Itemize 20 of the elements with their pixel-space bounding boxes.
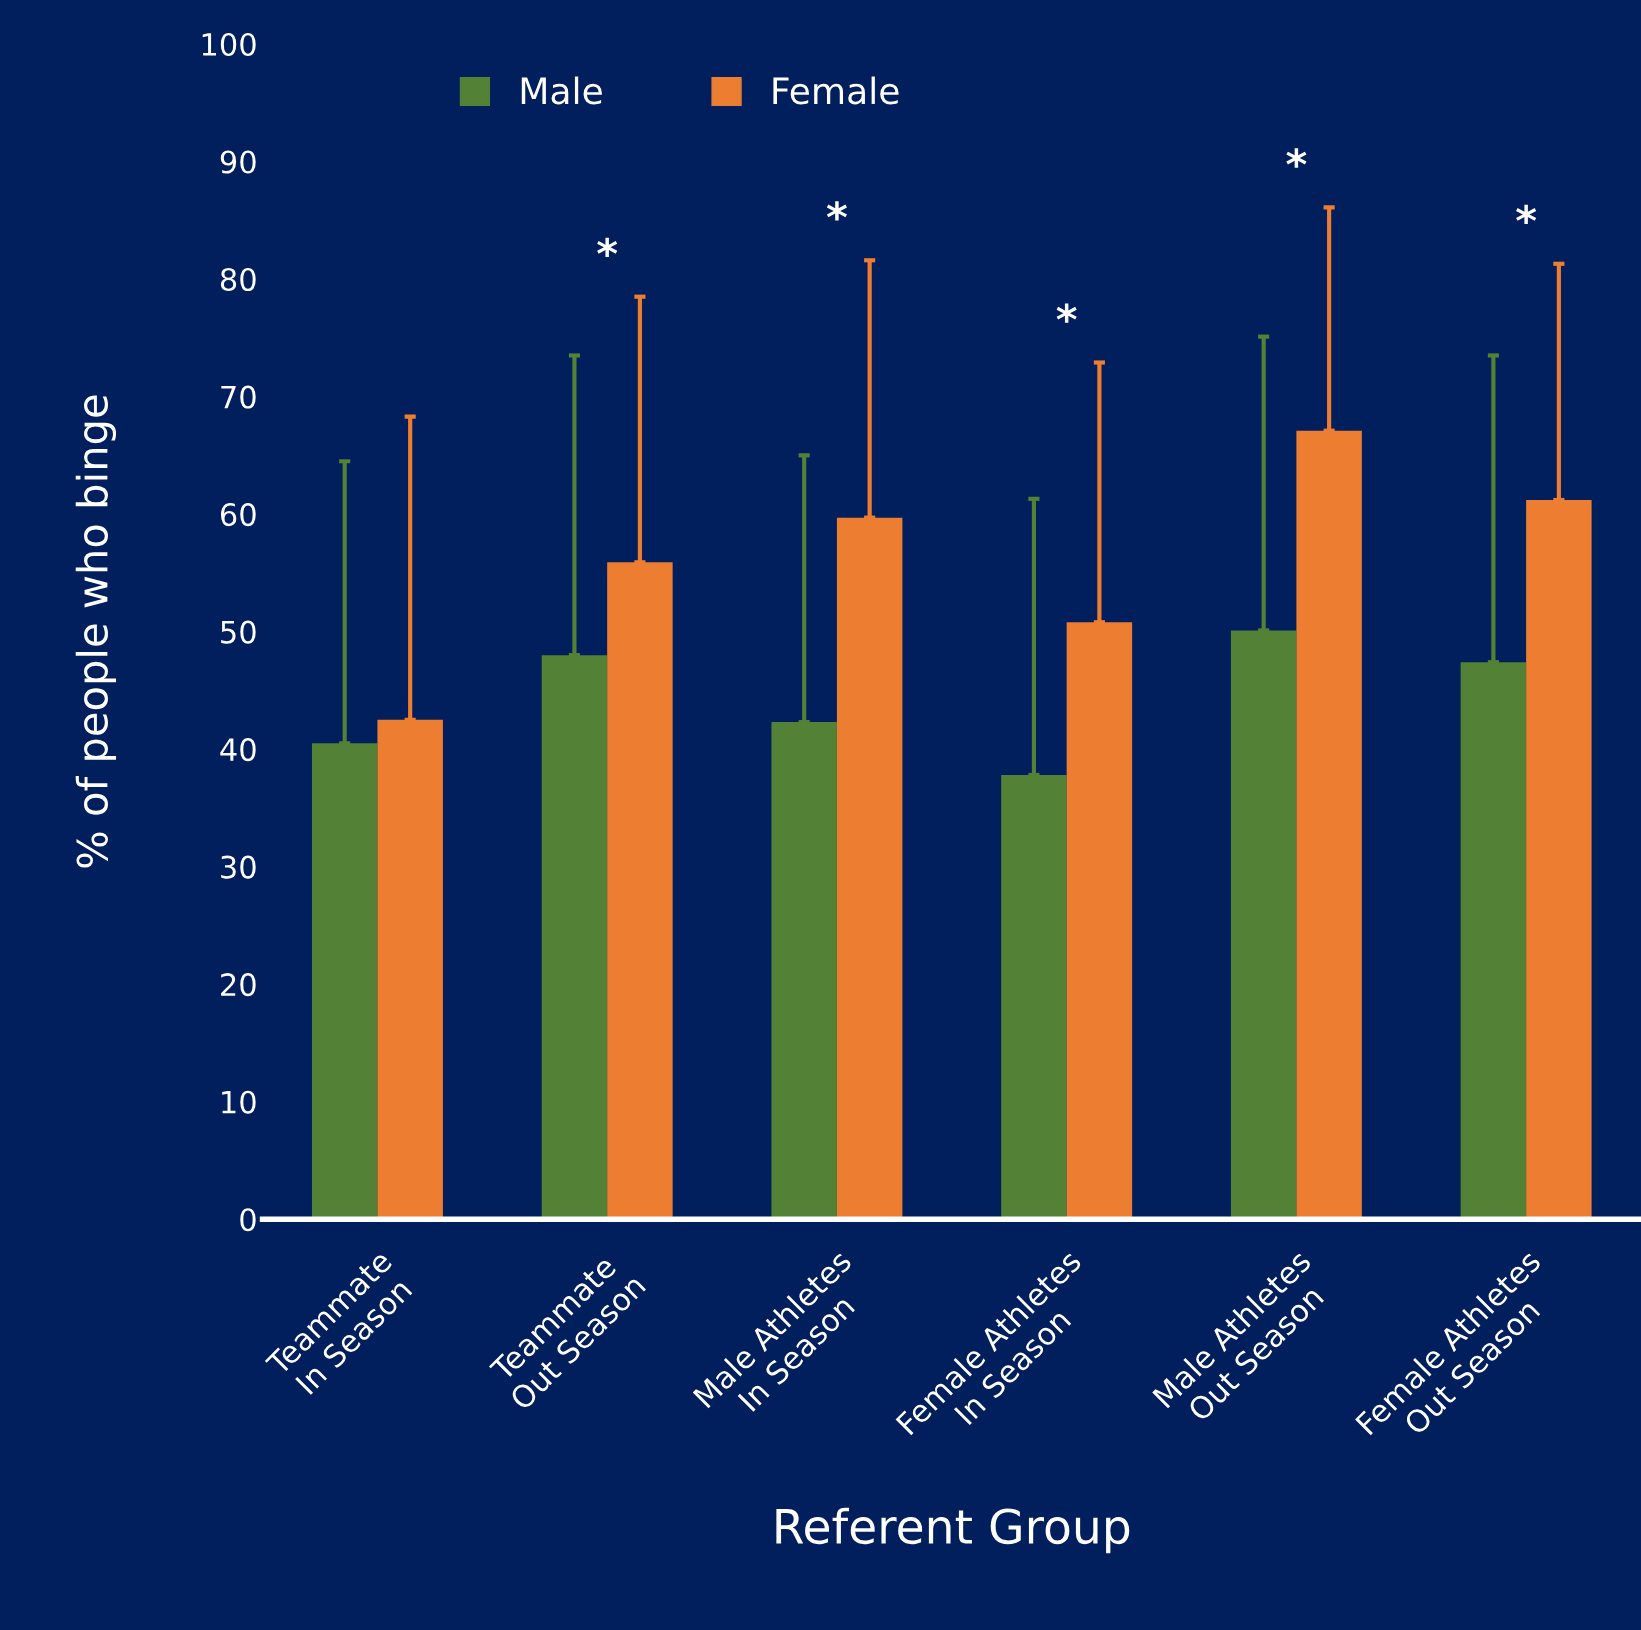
y-tick-label: 10 <box>222 1090 256 1114</box>
y-tick-label: 70 <box>221 385 256 409</box>
y-tick-label: 20 <box>221 973 256 997</box>
y-tick-label: 30 <box>221 855 256 879</box>
legend-label: Female <box>773 76 899 105</box>
legend-label: Male <box>521 76 602 105</box>
y-tick-label: 60 <box>220 503 256 527</box>
y-tick-label: 0 <box>240 1208 256 1232</box>
annotation: * <box>826 201 847 221</box>
y-tick-label: 80 <box>220 267 256 292</box>
y-axis-title: % of people who binge <box>75 395 117 868</box>
annotation: * <box>1516 204 1537 225</box>
y-tick-label: 90 <box>220 150 256 174</box>
annotation: * <box>1286 148 1307 168</box>
y-tick-label: 100 <box>202 32 256 57</box>
annotation: * <box>597 237 618 257</box>
annotation: * <box>1056 303 1077 323</box>
x-axis-title: Referent Group <box>776 1507 1130 1554</box>
y-tick-label: 40 <box>220 738 256 762</box>
y-tick-label: 50 <box>221 620 256 644</box>
